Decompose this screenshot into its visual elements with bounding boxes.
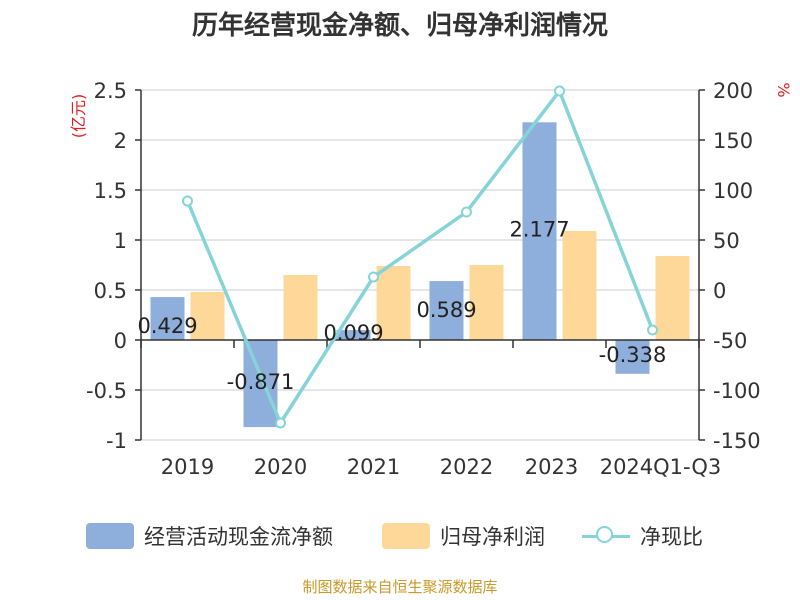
ratio-point	[368, 271, 379, 283]
left-tick-label: -0.5	[86, 379, 127, 403]
legend-item-ocf: 经营活动现金流净额	[86, 516, 333, 556]
right-tick-label: -100	[713, 379, 761, 403]
ratio-point	[647, 324, 658, 336]
bar-profit	[283, 275, 318, 340]
right-axis-unit: %	[774, 82, 793, 97]
legend-item-profit: 归母净利润	[382, 516, 545, 556]
right-tick-label: -150	[713, 429, 761, 453]
legend-item-ratio: 净现比	[582, 516, 703, 556]
x-tick-label: 2024Q1-Q3	[600, 455, 722, 479]
bar-data-label: 0.429	[137, 314, 197, 338]
chart-legend: 经营活动现金流净额 归母净利润 净现比	[0, 516, 800, 556]
x-tick-label: 2019	[161, 455, 214, 479]
legend-swatch-ocf	[86, 523, 134, 549]
x-tick-label: 2020	[254, 455, 307, 479]
right-tick-label: 100	[713, 179, 753, 203]
bar-profit	[190, 292, 225, 340]
bar-ocf	[336, 330, 371, 340]
bar-data-label: -0.871	[227, 370, 295, 394]
left-tick-label: -1	[106, 429, 127, 453]
left-axis-unit: (亿元)	[69, 94, 88, 139]
left-tick-label: 0	[114, 329, 127, 353]
legend-label-profit: 归母净利润	[440, 525, 545, 549]
right-tick-label: 200	[713, 79, 753, 103]
ratio-point	[461, 206, 472, 218]
bar-ocf	[243, 340, 278, 428]
bar-ocf	[150, 297, 185, 340]
left-tick-label: 1.5	[94, 179, 127, 203]
bar-profit	[469, 265, 504, 340]
bar-profit	[562, 231, 597, 340]
ratio-point	[182, 195, 193, 207]
left-tick-label: 2.5	[94, 79, 127, 103]
right-tick-label: 0	[713, 279, 726, 303]
right-tick-label: 150	[713, 129, 753, 153]
x-tick-label: 2023	[525, 455, 578, 479]
left-tick-label: 0.5	[94, 279, 127, 303]
bar-profit	[655, 256, 690, 340]
right-tick-label: 50	[713, 229, 740, 253]
bar-data-label: 0.589	[416, 298, 476, 322]
x-tick-label: 2022	[440, 455, 493, 479]
legend-label-ratio: 净现比	[640, 525, 703, 549]
chart-plot: -1 -0.5 0 0.5 1 1.5 2 2.5 -150 -100 -50 0 50 100 150 20…	[69, 79, 793, 479]
bar-ocf	[429, 281, 464, 340]
legend-swatch-ratio	[582, 523, 630, 549]
bar-ocf	[522, 122, 557, 340]
bar-data-label: 0.099	[323, 321, 383, 345]
bar-data-label: 2.177	[509, 217, 569, 241]
ratio-point	[275, 417, 286, 429]
left-tick-label: 2	[114, 129, 127, 153]
chart-title: 历年经营现金净额、归母净利润情况	[191, 11, 608, 41]
left-tick-label: 1	[114, 229, 127, 253]
ratio-line	[185, 87, 655, 427]
bar-data-label: -0.338	[599, 343, 667, 367]
bar-ocf	[615, 340, 650, 374]
x-tick-label: 2021	[347, 455, 400, 479]
data-source-note: 制图数据来自恒生聚源数据库	[302, 578, 498, 596]
bar-profit	[376, 266, 411, 340]
right-tick-label: -50	[713, 329, 747, 353]
legend-swatch-profit	[382, 523, 430, 549]
ratio-point	[554, 85, 565, 97]
legend-label-ocf: 经营活动现金流净额	[144, 525, 333, 549]
